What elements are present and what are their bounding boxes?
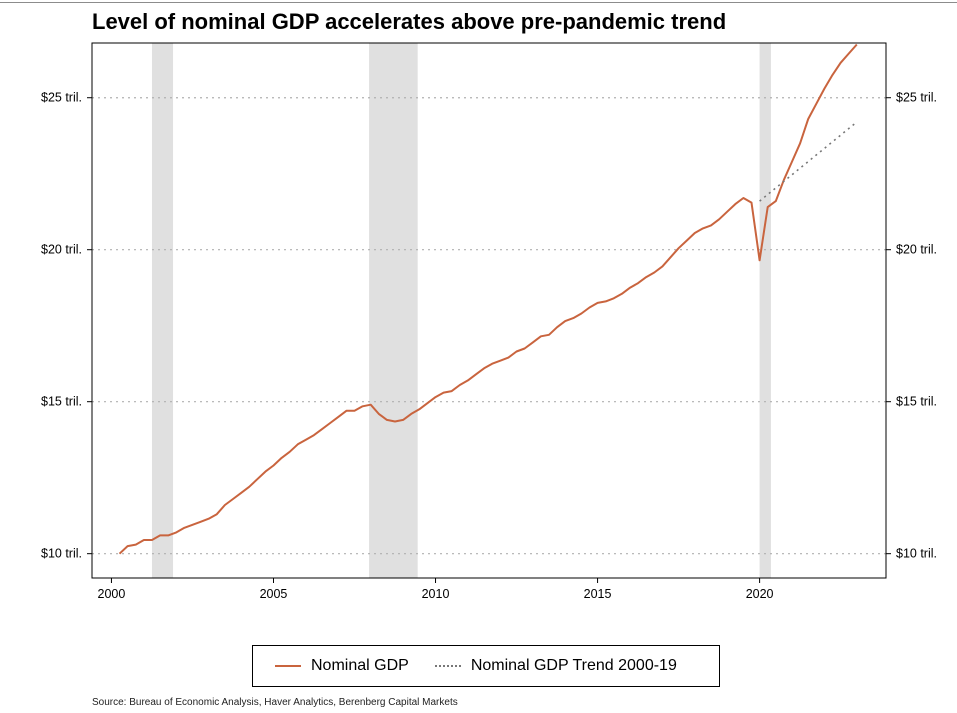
source-note: Source: Bureau of Economic Analysis, Hav… (92, 697, 458, 708)
plot-frame (91, 42, 887, 579)
top-rule (0, 2, 957, 3)
series-line-nominal-gdp (118, 43, 858, 555)
legend-label-trend: Nominal GDP Trend 2000-19 (470, 657, 677, 674)
recession-band (151, 43, 174, 578)
y-tick-label-right: $20 tril. (896, 243, 937, 257)
recession-bands (151, 43, 771, 578)
y-tick-label-left: $15 tril. (41, 395, 82, 409)
y-tick-label-left: $25 tril. (41, 91, 82, 105)
y-axis: $10 tril. $10 tril. $15 tril. $15 tril. $20 … (41, 91, 937, 561)
x-tick-label: 2015 (584, 587, 612, 601)
recession-band (369, 43, 418, 578)
series-line-trend (759, 121, 858, 202)
x-tick-label: 2005 (260, 587, 288, 601)
y-tick-label-left: $20 tril. (41, 243, 82, 257)
recession-band (759, 43, 771, 578)
y-tick-label-right: $25 tril. (896, 91, 937, 105)
legend: Nominal GDP Nominal GDP Trend 2000-19 (252, 645, 720, 687)
legend-swatch-trend (434, 665, 461, 667)
x-tick-label: 2010 (422, 587, 450, 601)
series-lines (118, 43, 858, 555)
y-tick-label-left: $10 tril. (41, 547, 82, 561)
legend-label-nominal-gdp: Nominal GDP (311, 657, 409, 674)
x-axis: 2000 2005 2010 2015 2020 (98, 578, 774, 601)
legend-swatch-nominal-gdp (275, 665, 301, 667)
chart-area: 2000 2005 2010 2015 2020 $10 tril. $10 tril.$… (41, 42, 937, 601)
y-tick-label-right: $10 tril. (896, 547, 937, 561)
x-tick-label: 2000 (98, 587, 126, 601)
gridlines (92, 97, 886, 555)
x-tick-label: 2020 (746, 587, 774, 601)
y-tick-label-right: $15 tril. (896, 395, 937, 409)
chart-title: Level of nominal GDP accelerates above p… (92, 9, 727, 34)
